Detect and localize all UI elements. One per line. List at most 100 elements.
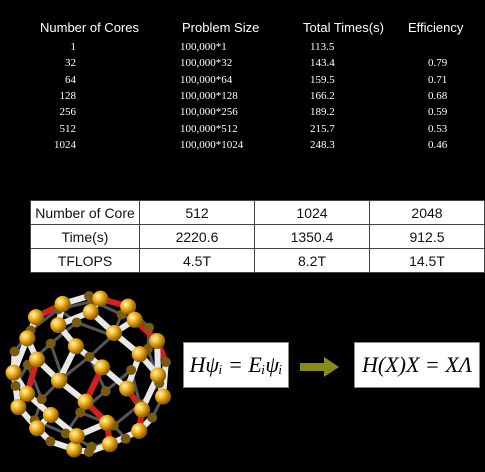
time-cell: 159.5 [310, 73, 335, 86]
efficiency-cell: 0.59 [428, 106, 448, 119]
time-cell: 248.3 [310, 138, 335, 151]
atom-sphere [119, 380, 136, 397]
problem-size-cell: 100,000*64 [180, 73, 233, 86]
atom-sphere [29, 420, 46, 437]
cores-cell: 32 [65, 57, 76, 70]
atom-sphere [67, 338, 84, 355]
atom-sphere [82, 303, 99, 320]
table-row: TFLOPS 4.5T 8.2T 14.5T [30, 248, 485, 273]
atom-sphere [10, 380, 21, 391]
efficiency-cell: 0.53 [428, 122, 448, 135]
table-cell: 2220.6 [139, 224, 255, 249]
atom-sphere [66, 441, 83, 458]
atom-sphere [84, 447, 94, 457]
problem-size-cell: 100,000*128 [180, 89, 238, 102]
atom-sphere [5, 364, 22, 381]
atom-sphere [28, 351, 45, 368]
performance-table: Number of Core 512 1024 2048 Time(s) 222… [30, 200, 485, 273]
atom-sphere [71, 317, 82, 328]
atom-sphere [150, 367, 167, 384]
atom-sphere [134, 401, 151, 418]
schrodinger-equation: Hψᵢ = Eᵢψᵢ [183, 342, 289, 388]
atom-sphere [19, 330, 36, 347]
row-label: Time(s) [30, 224, 140, 249]
atom-sphere [9, 346, 20, 357]
efficiency-cell: 0.46 [428, 138, 448, 151]
atom-sphere [144, 322, 155, 333]
fullerene-molecule-image [5, 290, 172, 458]
atom-sphere [131, 422, 148, 439]
table-cell: 2048 [369, 200, 485, 225]
atom-sphere [77, 393, 94, 410]
time-cell: 143.4 [310, 57, 335, 70]
atom-sphere [84, 291, 94, 301]
scaling-table: Number of Cores Problem Size Total Times… [0, 0, 485, 170]
atom-sphere [92, 290, 109, 307]
cores-cell: 1 [70, 41, 77, 53]
atom-sphere [28, 309, 45, 326]
right-arrow-icon [300, 357, 339, 377]
matrix-equation: H(X)X = XΛ [354, 342, 480, 388]
atom-sphere [106, 325, 123, 342]
atom-sphere [54, 295, 71, 312]
cores-cell: 512 [59, 122, 77, 135]
problem-size-cell: 100,000*32 [180, 57, 233, 70]
atom-sphere [160, 357, 171, 368]
problem-size-cell: 100,000*1024 [180, 138, 244, 151]
atom-sphere [36, 394, 47, 405]
atom-sphere [126, 311, 143, 328]
atom-sphere [68, 428, 85, 445]
header-cores: Number of Cores [40, 20, 139, 35]
table-row: Time(s) 2220.6 1350.4 912.5 [30, 224, 485, 249]
cores-cell: 256 [59, 106, 77, 119]
table-cell: 4.5T [139, 248, 255, 273]
problem-size-cell: 100,000*1 [180, 41, 227, 53]
header-total-times: Total Times(s) [303, 20, 384, 35]
time-cell: 189.2 [310, 106, 335, 119]
table-cell: 512 [139, 200, 255, 225]
header-problem-size: Problem Size [182, 20, 260, 35]
table-cell: 1024 [254, 200, 370, 225]
atom-sphere [45, 338, 56, 349]
atom-sphere [51, 372, 68, 389]
row-label: TFLOPS [30, 248, 140, 273]
atom-sphere [126, 365, 137, 376]
atom-sphere [10, 399, 27, 416]
atom-sphere [131, 346, 148, 363]
time-cell: 166.2 [310, 89, 335, 102]
cores-cell: 64 [65, 73, 76, 86]
atom-sphere [149, 332, 166, 349]
atom-sphere [120, 298, 137, 315]
table-cell: 8.2T [254, 248, 370, 273]
bond-line [61, 355, 91, 380]
time-cell: 113.5 [310, 41, 335, 53]
atom-sphere [155, 388, 172, 405]
efficiency-cell: 0.79 [428, 57, 448, 70]
atom-sphere [120, 433, 131, 444]
efficiency-cell: 0.71 [428, 73, 448, 86]
bond-line [26, 363, 44, 401]
atom-sphere [45, 436, 56, 447]
atom-sphere [42, 406, 59, 423]
time-cell: 215.7 [310, 122, 335, 135]
atom-sphere [101, 436, 118, 453]
atom-sphere [84, 351, 95, 362]
atom-sphere [94, 359, 111, 376]
atom-sphere [60, 428, 71, 439]
header-efficiency: Efficiency [408, 20, 464, 35]
atom-sphere [147, 412, 158, 423]
table-cell: 14.5T [369, 248, 485, 273]
atom-sphere [75, 407, 86, 418]
problem-size-cell: 100,000*512 [180, 122, 238, 135]
cores-cell: 1024 [54, 138, 76, 151]
atom-sphere [99, 414, 116, 431]
table-cell: 1350.4 [254, 224, 370, 249]
atom-sphere [19, 385, 36, 402]
bond-line [87, 334, 115, 359]
atom-sphere [100, 386, 111, 397]
row-label: Number of Core [30, 200, 140, 225]
problem-size-cell: 100,000*256 [180, 106, 238, 119]
cores-cell: 128 [59, 89, 77, 102]
atom-sphere [50, 317, 67, 334]
efficiency-cell: 0.68 [428, 89, 448, 102]
